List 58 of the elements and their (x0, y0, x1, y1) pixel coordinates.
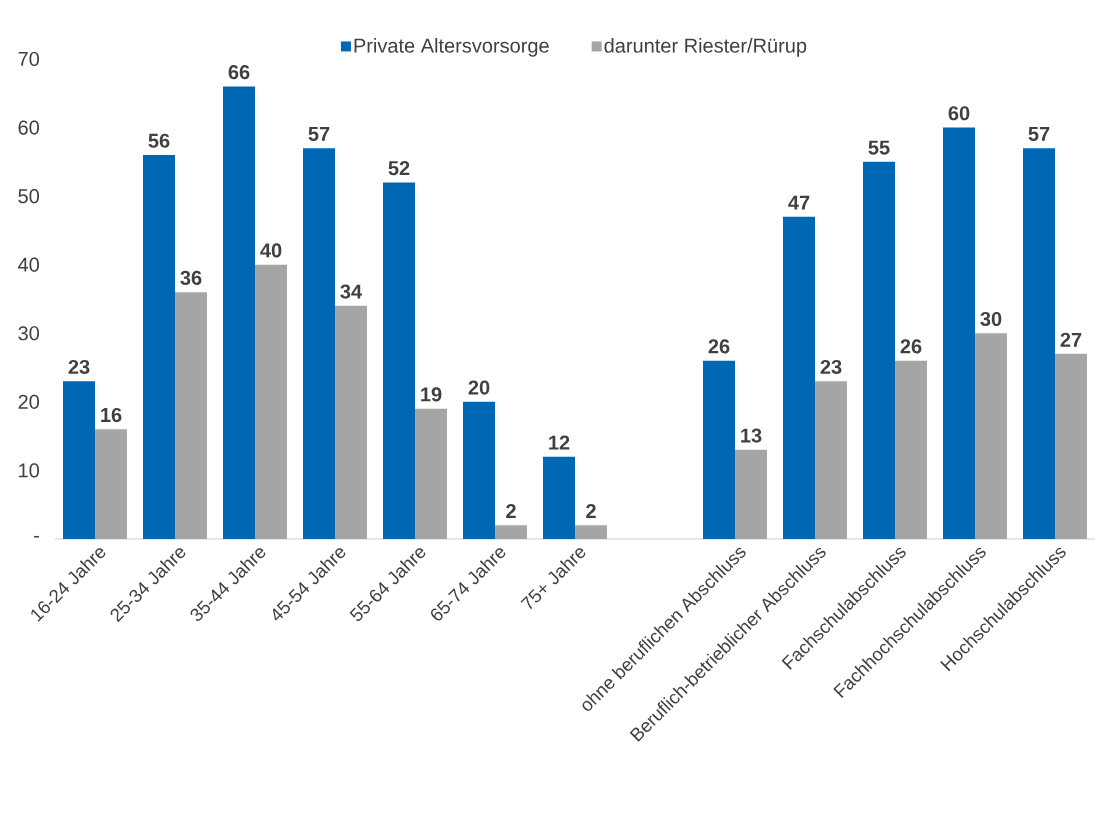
bar (703, 360, 736, 539)
y-tick-label: 10 (19, 463, 40, 478)
legend-label: Private Altersvorsorge (354, 38, 549, 57)
bar (223, 86, 256, 539)
data-label: 16 (101, 407, 122, 423)
y-tick-label: 40 (18, 257, 40, 272)
data-label: 23 (68, 359, 90, 375)
data-label: 2 (586, 504, 596, 519)
y-tick-label: 70 (18, 51, 40, 67)
data-label: 13 (741, 428, 762, 443)
bar (1055, 353, 1088, 539)
data-label: 57 (308, 126, 330, 141)
data-label: 26 (900, 339, 922, 354)
bar (975, 333, 1008, 539)
bar (383, 182, 416, 539)
bar (575, 525, 608, 539)
data-label: 26 (708, 339, 730, 354)
data-label: 57 (1028, 126, 1050, 141)
data-label: 56 (148, 133, 170, 148)
bar (255, 264, 288, 539)
data-label: 34 (340, 284, 363, 299)
data-label: 40 (260, 243, 282, 258)
bar (863, 161, 896, 539)
y-tick-label: 50 (18, 189, 40, 204)
data-label: 23 (820, 359, 842, 375)
bar (303, 148, 336, 539)
data-label: 19 (421, 387, 442, 402)
bar (783, 216, 816, 539)
y-tick-label: - (34, 535, 39, 538)
bar (63, 381, 96, 539)
data-label: 60 (948, 106, 970, 121)
bar (735, 449, 768, 539)
y-tick-label: 30 (18, 326, 40, 341)
y-tick-label: 60 (18, 120, 40, 135)
data-label: 20 (468, 380, 490, 395)
bar (543, 456, 576, 539)
bar (335, 305, 368, 539)
y-tick-label: 20 (18, 394, 40, 409)
data-label: 12 (549, 435, 570, 450)
bar (175, 292, 208, 539)
data-label: 47 (788, 195, 810, 210)
bar (895, 360, 928, 539)
bar (495, 525, 528, 539)
bar (143, 154, 176, 539)
data-label: 36 (180, 270, 202, 285)
bar (415, 408, 448, 539)
data-label: 27 (1060, 332, 1082, 347)
data-label: 52 (388, 161, 410, 176)
data-label: 66 (228, 65, 250, 80)
bar (95, 429, 128, 539)
bar (1023, 148, 1056, 539)
bar (815, 381, 848, 539)
bar (463, 401, 496, 539)
data-label: 30 (980, 311, 1002, 327)
legend-label: darunter Riester/Rürup (604, 38, 807, 57)
data-label: 2 (506, 504, 516, 519)
data-label: 55 (868, 140, 890, 155)
bar (943, 127, 976, 539)
